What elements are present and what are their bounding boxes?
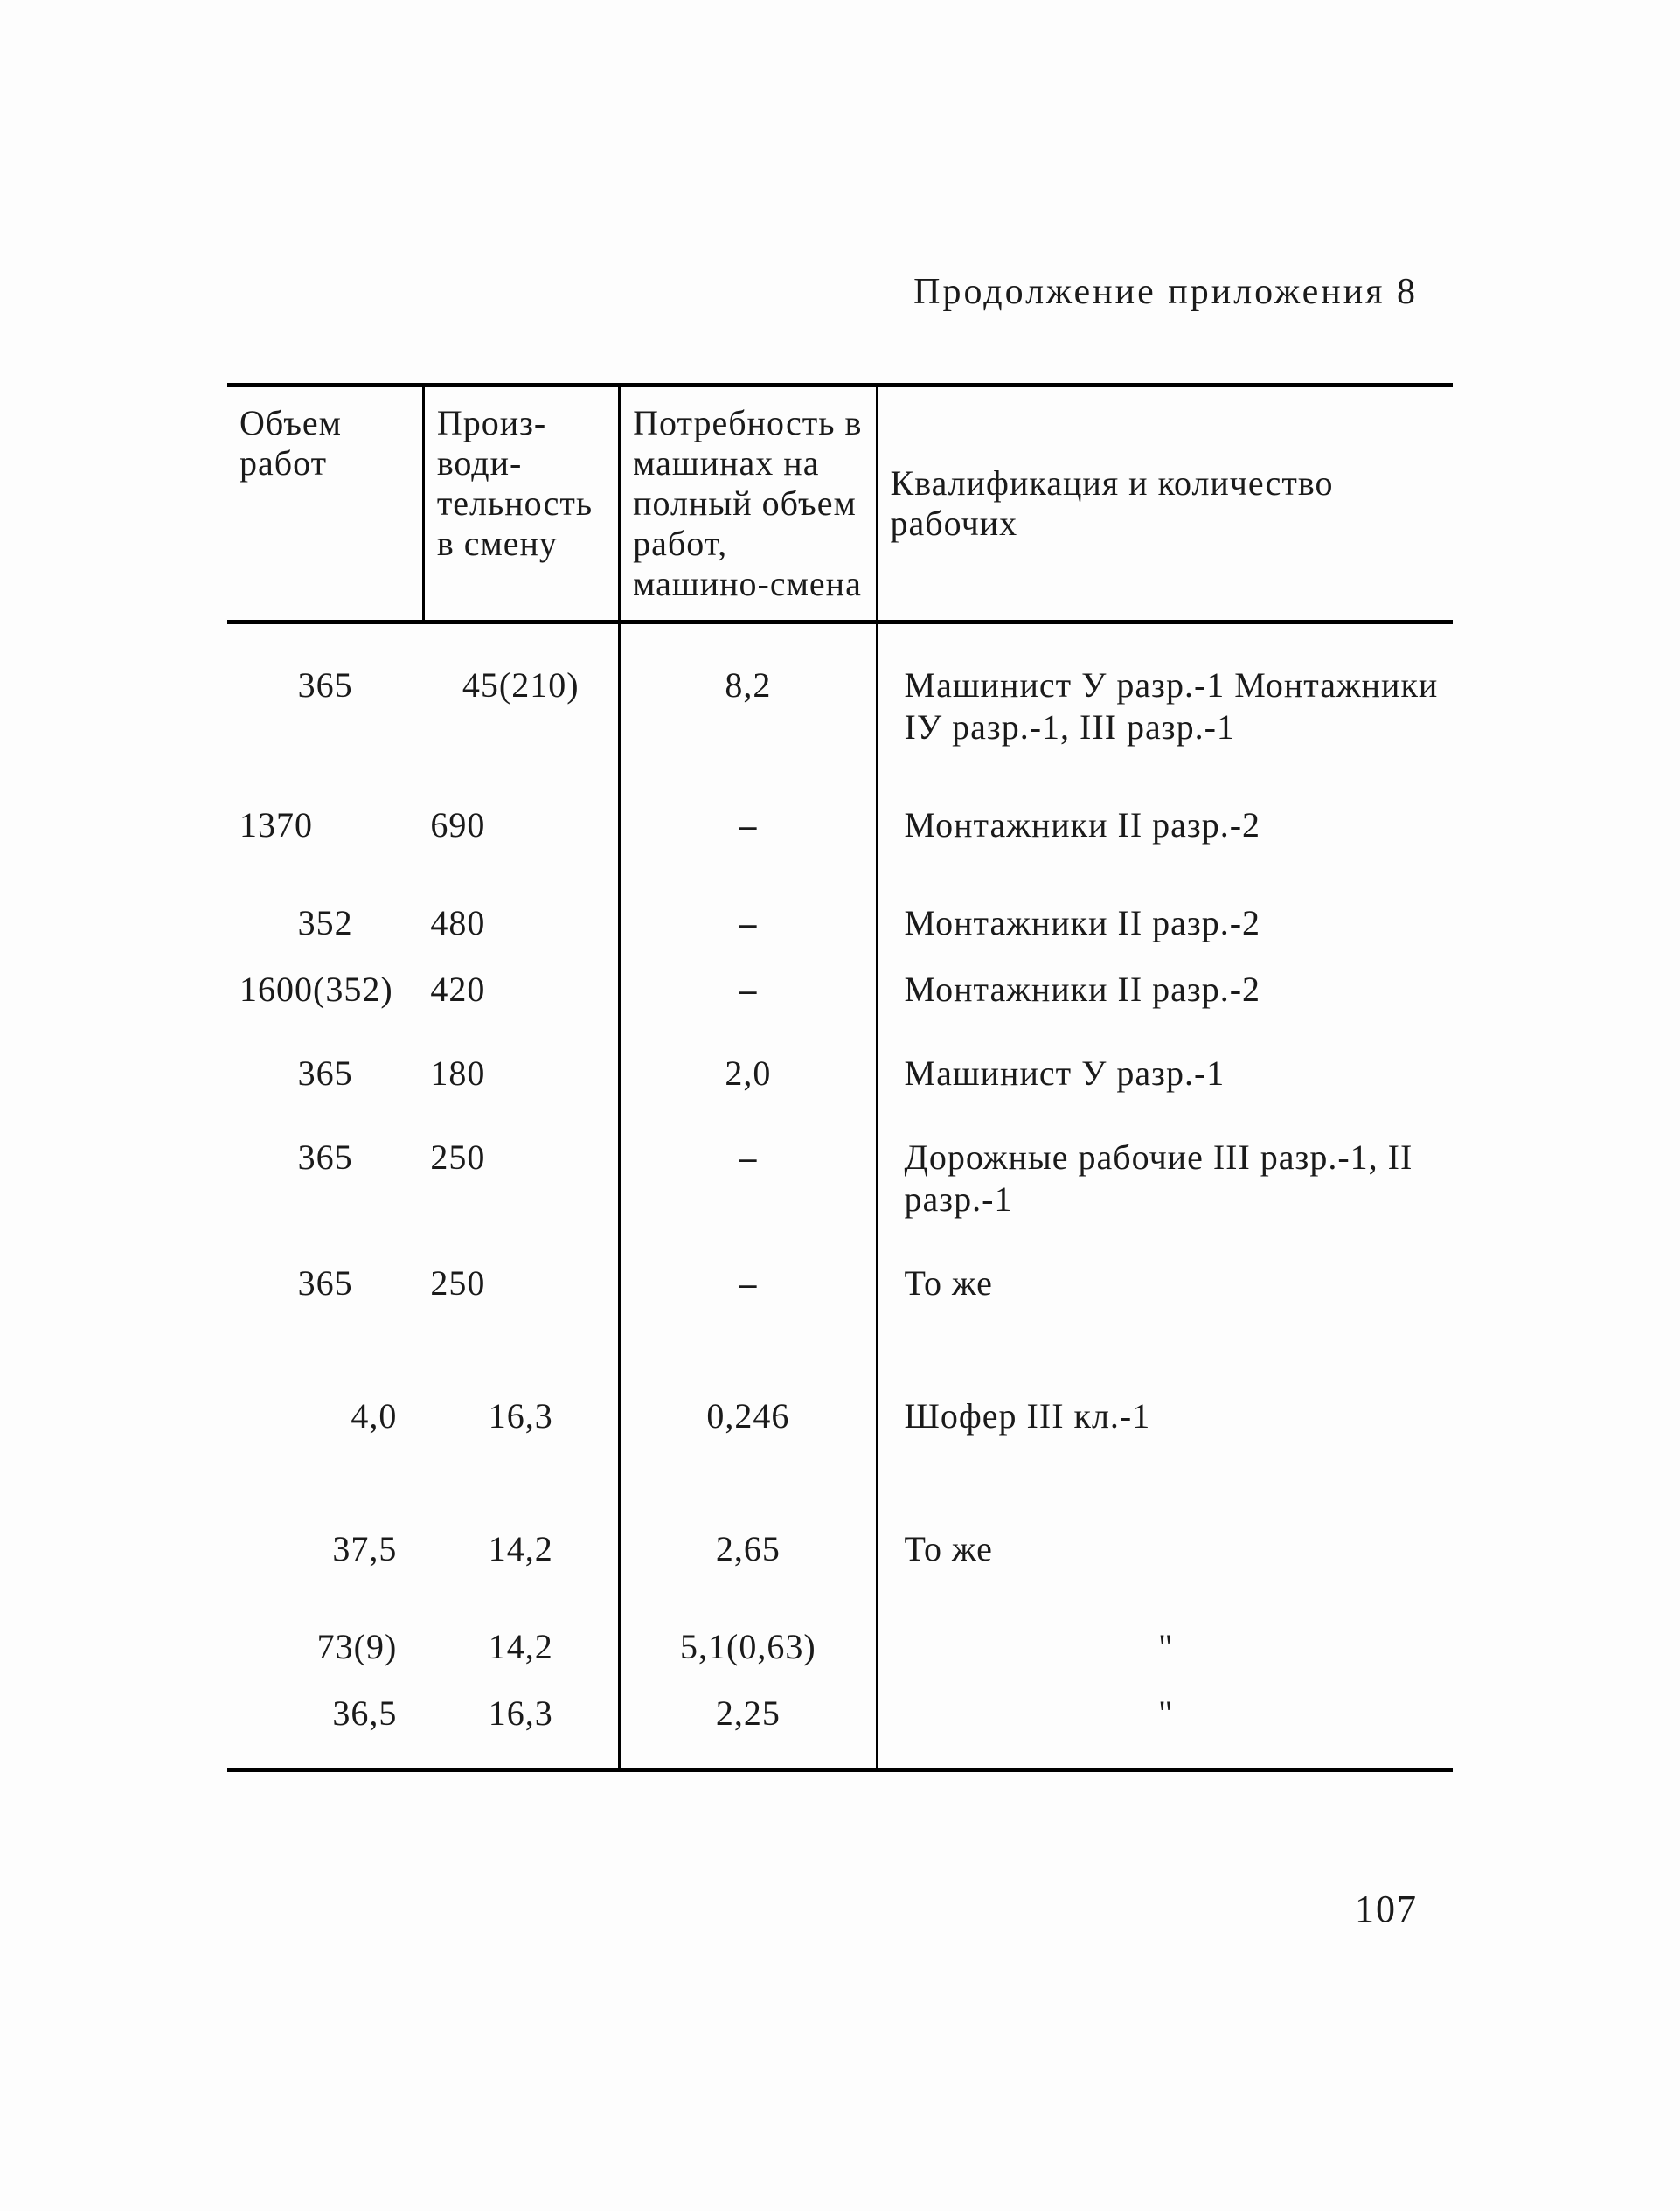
cell-qualification: Дорожные рабочие III разр.-1, II разр.-1 (877, 1107, 1453, 1233)
cell-need: – (620, 1107, 877, 1233)
table-row: 365 250 – Дорожные рабочие III разр.-1, … (227, 1107, 1453, 1233)
col-header-volume: Объем работ (227, 386, 423, 622)
cell-volume: 365 (227, 622, 423, 761)
cell-qualification: " (877, 1680, 1453, 1770)
cell-volume: 37,5 (227, 1450, 423, 1582)
cell-need: 0,246 (620, 1317, 877, 1450)
cell-volume: 365 (227, 1107, 423, 1233)
table-row: 73(9) 14,2 5,1(0,63) " (227, 1582, 1453, 1680)
cell-productivity: 180 (423, 1023, 619, 1107)
cell-qualification: То же (877, 1450, 1453, 1582)
cell-need: – (620, 761, 877, 859)
cell-qualification: Монтажники II разр.-2 (877, 956, 1453, 1023)
cell-qualification: " (877, 1582, 1453, 1680)
col-header-need: Потребность в машинах на полный объем ра… (620, 386, 877, 622)
cell-volume: 1600(352) (227, 956, 423, 1023)
table-row: 4,0 16,3 0,246 Шофер III кл.-1 (227, 1317, 1453, 1450)
table-row: 36,5 16,3 2,25 " (227, 1680, 1453, 1770)
cell-need: 5,1(0,63) (620, 1582, 877, 1680)
cell-productivity: 16,3 (423, 1317, 619, 1450)
table-row: 37,5 14,2 2,65 То же (227, 1450, 1453, 1582)
col-header-productivity: Произ­води­тельность в смену (423, 386, 619, 622)
cell-productivity: 420 (423, 956, 619, 1023)
cell-volume: 1370 (227, 761, 423, 859)
cell-productivity: 14,2 (423, 1450, 619, 1582)
cell-productivity: 16,3 (423, 1680, 619, 1770)
cell-volume: 4,0 (227, 1317, 423, 1450)
cell-volume: 365 (227, 1233, 423, 1317)
cell-volume: 365 (227, 1023, 423, 1107)
cell-need: – (620, 956, 877, 1023)
table-row: 1370 690 – Монтажники II разр.-2 (227, 761, 1453, 859)
cell-productivity: 480 (423, 859, 619, 956)
cell-productivity: 250 (423, 1107, 619, 1233)
cell-volume: 352 (227, 859, 423, 956)
cell-qualification: Монтажники II разр.-2 (877, 761, 1453, 859)
table-row: 1600(352) 420 – Монтажники II разр.-2 (227, 956, 1453, 1023)
cell-qualification: Машинист У разр.-1 Монтажники IУ разр.-1… (877, 622, 1453, 761)
labor-table: Объем работ Произ­води­тельность в смену… (227, 383, 1453, 1772)
cell-need: 8,2 (620, 622, 877, 761)
table-row: 365 250 – То же (227, 1233, 1453, 1317)
cell-productivity: 45(210) (423, 622, 619, 761)
cell-qualification: Машинист У разр.-1 (877, 1023, 1453, 1107)
table-row: 365 180 2,0 Машинист У разр.-1 (227, 1023, 1453, 1107)
cell-need: 2,65 (620, 1450, 877, 1582)
table-row: 352 480 – Монтажники II разр.-2 (227, 859, 1453, 956)
cell-need: 2,0 (620, 1023, 877, 1107)
cell-volume: 73(9) (227, 1582, 423, 1680)
cell-need: 2,25 (620, 1680, 877, 1770)
cell-qualification: То же (877, 1233, 1453, 1317)
continuation-header: Продолжение приложения 8 (227, 271, 1453, 313)
cell-productivity: 250 (423, 1233, 619, 1317)
page-number: 107 (1355, 1887, 1418, 1931)
document-page: Продолжение приложения 8 Объем работ Про… (0, 0, 1680, 2211)
cell-qualification: Шофер III кл.-1 (877, 1317, 1453, 1450)
cell-productivity: 690 (423, 761, 619, 859)
col-header-qualification: Квалификация и ко­личество рабочих (877, 386, 1453, 622)
cell-need: – (620, 1233, 877, 1317)
table-header-row: Объем работ Произ­води­тельность в смену… (227, 386, 1453, 622)
cell-volume: 36,5 (227, 1680, 423, 1770)
cell-qualification: Монтажники II разр.-2 (877, 859, 1453, 956)
cell-need: – (620, 859, 877, 956)
cell-productivity: 14,2 (423, 1582, 619, 1680)
table-row: 365 45(210) 8,2 Машинист У разр.-1 Монта… (227, 622, 1453, 761)
